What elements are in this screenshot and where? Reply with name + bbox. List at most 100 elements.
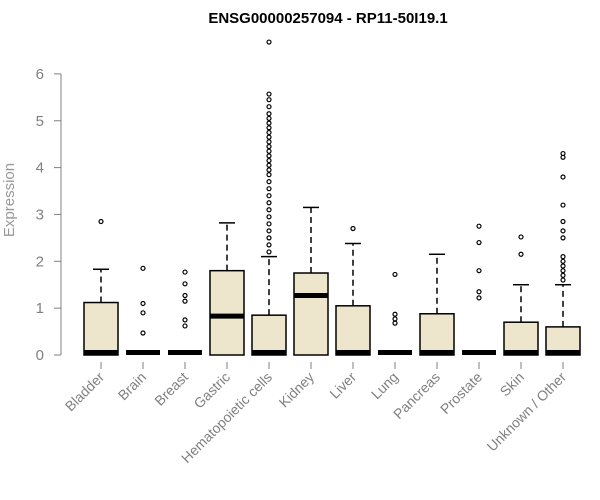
- median-line: [378, 350, 412, 355]
- x-tick-label: Breast: [151, 369, 191, 409]
- outlier-point: [560, 268, 566, 274]
- box-bladder: [83, 218, 119, 356]
- outlier-point: [560, 202, 566, 208]
- outlier-point: [392, 316, 398, 322]
- y-axis-label: Expression: [1, 163, 18, 237]
- outlier-point: [560, 272, 566, 278]
- outlier-point: [266, 193, 272, 199]
- box-skin: [503, 234, 539, 356]
- outlier-point: [266, 143, 272, 150]
- outlier-point: [266, 167, 272, 173]
- outlier-point: [140, 265, 146, 271]
- outlier-point: [476, 223, 482, 229]
- x-tick-label: Prostate: [437, 369, 485, 417]
- y-tick-label: 6: [36, 66, 44, 83]
- outlier-point: [266, 129, 272, 136]
- median-line: [462, 350, 496, 355]
- outlier-point: [266, 162, 272, 168]
- y-tick-label: 2: [36, 253, 44, 270]
- median-line: [168, 350, 202, 355]
- plot-area: [83, 39, 581, 356]
- median-line: [126, 350, 160, 355]
- box-pancreas: [419, 253, 455, 356]
- outlier-point: [518, 251, 524, 257]
- box-body: [83, 301, 119, 356]
- median-line: [546, 350, 580, 355]
- y-tick-label: 5: [36, 113, 44, 130]
- median-line: [336, 350, 370, 355]
- x-tick-label: Lung: [368, 369, 401, 402]
- outlier-point: [392, 311, 398, 317]
- outlier-point: [266, 139, 272, 145]
- x-tick-label: Liver: [326, 369, 359, 402]
- outlier-point: [560, 263, 566, 269]
- outlier-point: [560, 228, 566, 234]
- outlier-point: [182, 281, 188, 287]
- outlier-point: [266, 148, 272, 154]
- x-tick-label: Kidney: [276, 369, 318, 411]
- outlier-point: [140, 300, 146, 307]
- outlier-point: [98, 218, 104, 225]
- outlier-point: [266, 242, 272, 248]
- outlier-point: [266, 157, 272, 164]
- x-tick-label: Bladder: [62, 369, 108, 415]
- outlier-point: [560, 174, 566, 180]
- median-line: [252, 350, 286, 355]
- box-liver: [335, 225, 371, 356]
- x-tick-label: Skin: [497, 369, 528, 400]
- outlier-point: [266, 249, 272, 255]
- box-kidney: [293, 206, 329, 356]
- outlier-point: [266, 39, 272, 45]
- outlier-point: [266, 115, 272, 122]
- outlier-point: [266, 228, 272, 234]
- outlier-point: [266, 97, 272, 103]
- box-body: [419, 313, 455, 356]
- outlier-point: [476, 295, 482, 301]
- box-hematopoietic-cells: [251, 39, 287, 356]
- box-body: [503, 321, 539, 356]
- outlier-point: [182, 298, 188, 304]
- outlier-point: [560, 235, 566, 241]
- outlier-point: [266, 125, 272, 131]
- box-body: [293, 272, 329, 356]
- outlier-point: [266, 111, 272, 117]
- outlier-point: [560, 218, 566, 225]
- y-tick-label: 4: [36, 160, 44, 177]
- outlier-point: [266, 91, 272, 97]
- outlier-point: [140, 310, 146, 316]
- outlier-point: [266, 207, 272, 213]
- y-tick-label: 3: [36, 206, 44, 223]
- box-body: [335, 305, 371, 356]
- outlier-point: [140, 330, 146, 336]
- outlier-point: [266, 235, 272, 241]
- box-body: [209, 269, 245, 356]
- y-tick-label: 0: [36, 347, 44, 364]
- median-line: [420, 350, 454, 355]
- outlier-point: [182, 317, 188, 323]
- outlier-point: [266, 153, 272, 159]
- median-line: [84, 350, 118, 355]
- outlier-point: [266, 200, 272, 206]
- outlier-point: [560, 277, 566, 283]
- outlier-point: [560, 258, 566, 264]
- outlier-point: [350, 225, 356, 232]
- chart-title: ENSG00000257094 - RP11-50I19.1: [208, 10, 447, 27]
- outlier-point: [266, 179, 272, 185]
- box-body: [251, 314, 287, 356]
- outlier-point: [266, 186, 272, 192]
- outlier-point: [560, 150, 566, 157]
- box-prostate: [462, 223, 496, 355]
- outlier-point: [476, 289, 482, 295]
- outlier-point: [266, 172, 272, 178]
- median-line: [294, 293, 328, 299]
- outlier-point: [182, 269, 188, 275]
- box-brain: [126, 265, 160, 355]
- outlier-point: [392, 271, 398, 278]
- x-tick-label: Unknown / Other: [484, 369, 570, 455]
- y-axis: 0 1 2 3 4 5 6: [36, 66, 62, 364]
- outlier-point: [266, 214, 272, 220]
- median-line: [210, 313, 244, 319]
- outlier-point: [518, 234, 524, 240]
